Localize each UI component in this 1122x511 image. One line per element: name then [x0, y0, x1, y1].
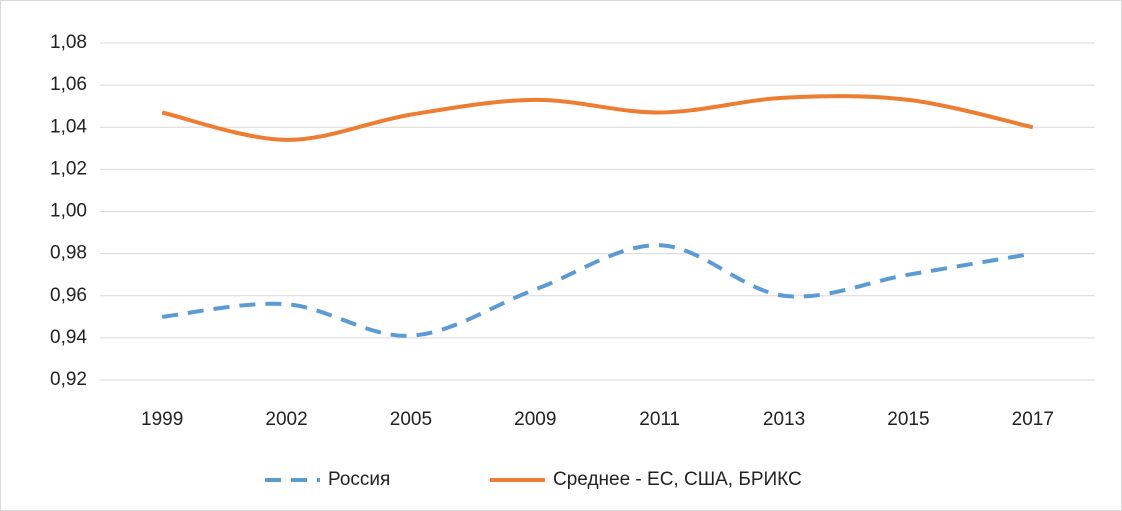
x-tick-label: 2005: [390, 409, 432, 430]
y-tick-label: 0,94: [50, 327, 87, 348]
x-tick-label: 2009: [514, 409, 556, 430]
x-tick-label: 2015: [887, 409, 929, 430]
x-tick-label: 2002: [265, 409, 307, 430]
x-tick-label: 2013: [763, 409, 805, 430]
y-tick-label: 0,92: [50, 369, 87, 390]
y-tick-label: 1,00: [50, 201, 87, 222]
legend-label: Россия: [328, 469, 390, 490]
y-tick-label: 0,96: [50, 285, 87, 306]
y-tick-label: 1,02: [50, 158, 87, 179]
legend-label: Среднее - ЕС, США, БРИКС: [553, 469, 802, 490]
y-tick-label: 1,08: [50, 32, 87, 53]
y-tick-label: 1,04: [50, 116, 87, 137]
line-series: [161, 94, 1034, 142]
y-tick-label: 0,98: [50, 243, 87, 264]
line-series: [161, 243, 1034, 338]
x-tick-label: 1999: [141, 409, 183, 430]
x-tick-label: 2017: [1012, 409, 1054, 430]
y-tick-label: 1,06: [50, 74, 87, 95]
x-tick-label: 2011: [639, 409, 680, 430]
